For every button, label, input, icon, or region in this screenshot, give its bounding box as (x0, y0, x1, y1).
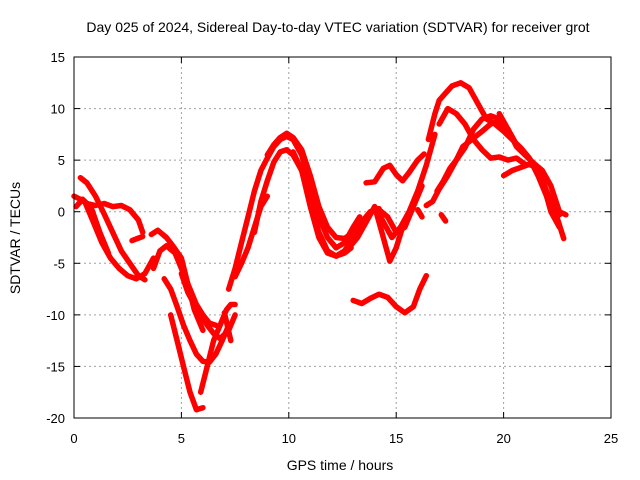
series-arc-25 (434, 118, 520, 194)
series-arc-18 (363, 151, 427, 186)
y-tick-label: -15 (46, 359, 65, 374)
y-axis-ticks: -20 -15 -10 -5 0 5 10 15 (46, 50, 611, 426)
series-arc-20 (359, 183, 425, 236)
y-axis-label: SDTVAR / TECUs (7, 182, 23, 294)
series-arc-9 (167, 312, 206, 413)
series-arc-27 (500, 161, 567, 242)
series-arc-21 (371, 203, 412, 264)
chart-title: Day 025 of 2024, Sidereal Day-to-day VTE… (86, 19, 589, 35)
y-tick-label: -5 (53, 256, 65, 271)
y-tick-label: -20 (46, 411, 65, 426)
x-tick-label: 5 (178, 431, 185, 446)
series-arc-19 (346, 131, 438, 251)
plot-frame (73, 56, 612, 419)
series-arc-29 (221, 310, 234, 344)
series-arc-17 (350, 272, 430, 316)
x-tick-label: 10 (282, 431, 296, 446)
series-arc-15 (264, 130, 356, 242)
series-arc-5 (129, 233, 146, 244)
series-arc-8 (161, 276, 232, 366)
series-arc-10 (178, 270, 238, 342)
series-arc-4 (81, 198, 157, 282)
y-tick-label: 10 (51, 102, 65, 117)
series-arc-2 (77, 174, 148, 283)
series-arc-26 (496, 110, 569, 218)
y-tick-label: -10 (46, 308, 65, 323)
plot-area (71, 80, 569, 413)
y-tick-label: 0 (58, 205, 65, 220)
x-tick-label: 25 (604, 431, 618, 446)
y-tick-label: 5 (58, 153, 65, 168)
series-arc-11 (197, 301, 238, 395)
series-arc-22 (425, 80, 563, 218)
x-axis-label: GPS time / hours (287, 457, 394, 473)
x-tick-label: 0 (70, 431, 77, 446)
x-tick-label: 15 (389, 431, 403, 446)
x-tick-label: 20 (496, 431, 510, 446)
series-arc-28 (438, 212, 449, 224)
series-arc-30 (414, 206, 425, 220)
y-tick-label: 15 (51, 50, 65, 65)
